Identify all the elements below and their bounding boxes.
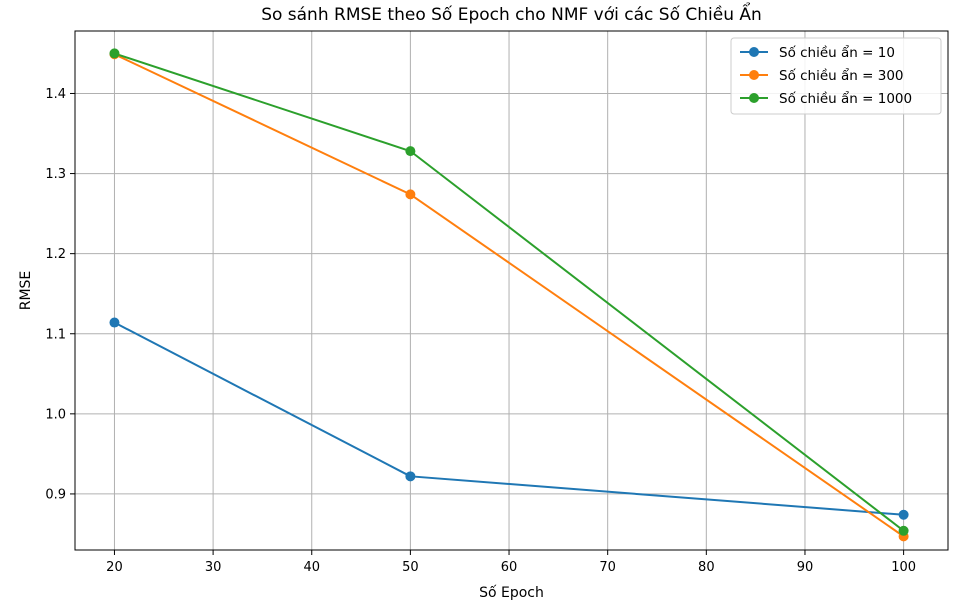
y-tick-label: 0.9 (45, 487, 66, 502)
y-axis-label: RMSE (18, 271, 34, 311)
series-points (109, 48, 909, 542)
axis-ticks: 20 30 40 50 60 70 80 90 100 0.9 1.0 1.1 1.2 1.3 1.4 (45, 87, 916, 575)
y-tick-label: 1.1 (45, 327, 66, 342)
x-tick-label: 20 (106, 560, 123, 575)
x-tick-label: 90 (797, 560, 814, 575)
legend-box (730, 37, 942, 115)
x-tick-label: 70 (599, 560, 616, 575)
legend-marker (749, 93, 759, 103)
y-tick-label: 1.4 (45, 87, 66, 102)
chart-title: So sánh RMSE theo Số Epoch cho NMF với c… (261, 1, 762, 25)
legend-marker (749, 70, 759, 80)
data-point (109, 48, 120, 59)
legend-label: Số chiều ẩn = 10 (779, 44, 895, 61)
data-point (405, 146, 416, 157)
y-tick-label: 1.3 (45, 167, 66, 182)
data-point (405, 471, 416, 482)
data-point (405, 189, 416, 200)
x-tick-label: 40 (303, 560, 320, 575)
legend: Số chiều ẩn = 10 Số chiều ẩn = 300 Số chiề… (730, 37, 942, 115)
data-point (898, 509, 909, 520)
data-point (898, 525, 909, 536)
x-tick-label: 80 (698, 560, 715, 575)
data-point (109, 317, 120, 328)
x-tick-label: 30 (205, 560, 222, 575)
x-tick-label: 60 (501, 560, 518, 575)
x-axis-label: Số Epoch (479, 584, 544, 601)
legend-label: Số chiều ẩn = 1000 (779, 90, 912, 107)
grid (75, 31, 948, 550)
legend-marker (749, 47, 759, 57)
y-tick-label: 1.2 (45, 247, 66, 262)
y-tick-label: 1.0 (45, 407, 66, 422)
legend-label: Số chiều ẩn = 300 (779, 67, 904, 84)
x-tick-label: 100 (891, 560, 916, 575)
x-tick-label: 50 (402, 560, 419, 575)
plot-frame (74, 30, 949, 551)
